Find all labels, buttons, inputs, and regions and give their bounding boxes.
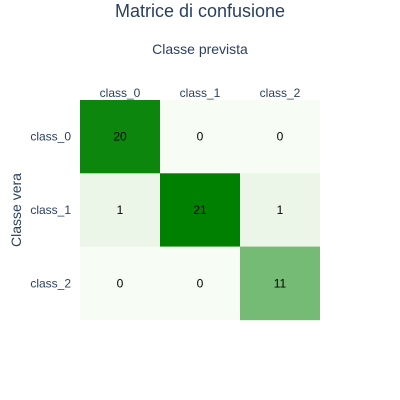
y-tick-labels: class_0 class_1 class_2 <box>30 130 71 291</box>
heatmap-cell <box>160 246 240 321</box>
heatmap-cell <box>240 173 320 247</box>
cell-value-label: 0 <box>277 130 284 144</box>
cell-value-label: 11 <box>274 276 287 290</box>
y-axis-title: Classe vera <box>8 173 24 247</box>
heatmap-cells <box>80 100 320 321</box>
x-tick-label: class_0 <box>100 86 141 100</box>
y-tick-label: class_0 <box>30 130 71 144</box>
cell-value-label: 0 <box>197 130 204 144</box>
heatmap-cell <box>80 100 160 174</box>
heatmap-cell <box>80 173 160 247</box>
heatmap-cell <box>160 100 240 174</box>
heatmap-cell <box>240 100 320 174</box>
cell-value-label: 0 <box>117 276 124 290</box>
cell-value-label: 21 <box>193 203 207 217</box>
x-tick-label: class_1 <box>180 86 221 100</box>
heatmap-cell-labels: 20 0 0 1 21 1 0 0 11 <box>113 130 286 291</box>
heatmap-cell <box>80 246 160 321</box>
cell-value-label: 0 <box>197 276 204 290</box>
x-tick-label: class_2 <box>260 86 301 100</box>
y-tick-label: class_2 <box>30 276 71 290</box>
y-tick-label: class_1 <box>30 203 71 217</box>
heatmap-cell <box>240 246 320 321</box>
chart-title: Matrice di confusione <box>115 1 285 21</box>
x-tick-labels: class_0 class_1 class_2 <box>100 86 301 100</box>
heatmap-cell <box>160 173 240 247</box>
cell-value-label: 20 <box>113 130 127 144</box>
cell-value-label: 1 <box>117 203 124 217</box>
cell-value-label: 1 <box>277 203 284 217</box>
x-axis-title: Classe prevista <box>152 41 248 57</box>
